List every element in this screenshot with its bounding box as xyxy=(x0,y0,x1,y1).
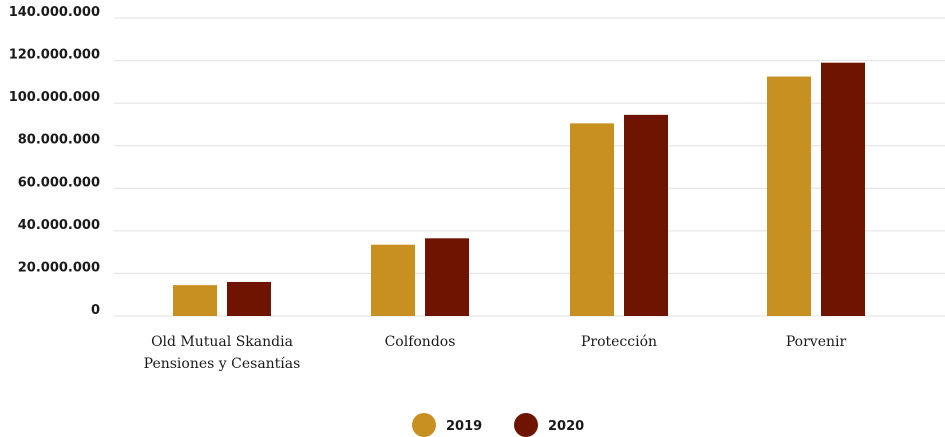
bar-2020-2 xyxy=(624,114,668,316)
y-tick-label: 0 xyxy=(91,303,100,318)
bar-2020-0 xyxy=(227,281,271,316)
category-label: Colfondos xyxy=(385,334,456,350)
y-axis-tick-labels: 0 20.000.000 40.000.000 60.000.000 80.000.00… xyxy=(9,5,100,318)
category-label: Protección xyxy=(581,334,657,350)
legend: 2019 2020 xyxy=(412,413,584,437)
legend-label-2019: 2019 xyxy=(446,419,482,434)
y-tick-label: 100.000.000 xyxy=(9,90,100,105)
category-label: Old Mutual Skandia Pensiones y Cesantías xyxy=(144,334,301,372)
bars xyxy=(173,62,865,317)
y-tick-label: 20.000.000 xyxy=(18,260,100,275)
y-tick-label: 120.000.000 xyxy=(9,48,100,63)
grid-lines xyxy=(114,17,945,317)
bar-2019-1 xyxy=(371,244,415,316)
bar-2019-2 xyxy=(570,123,614,316)
legend-label-2020: 2020 xyxy=(548,419,584,434)
y-tick-label: 140.000.000 xyxy=(9,5,100,20)
bar-2019-3 xyxy=(767,76,811,317)
bar-2020-1 xyxy=(425,238,469,316)
category-label: Porvenir xyxy=(786,334,847,350)
y-tick-label: 60.000.000 xyxy=(18,175,100,190)
bar-2019-0 xyxy=(173,285,217,316)
legend-swatch-2019 xyxy=(412,413,436,437)
category-labels: Old Mutual Skandia Pensiones y Cesantías C… xyxy=(144,334,847,372)
y-tick-label: 80.000.000 xyxy=(18,133,100,148)
bar-2020-3 xyxy=(821,62,865,317)
y-tick-label: 40.000.000 xyxy=(18,218,100,233)
legend-swatch-2020 xyxy=(514,413,538,437)
